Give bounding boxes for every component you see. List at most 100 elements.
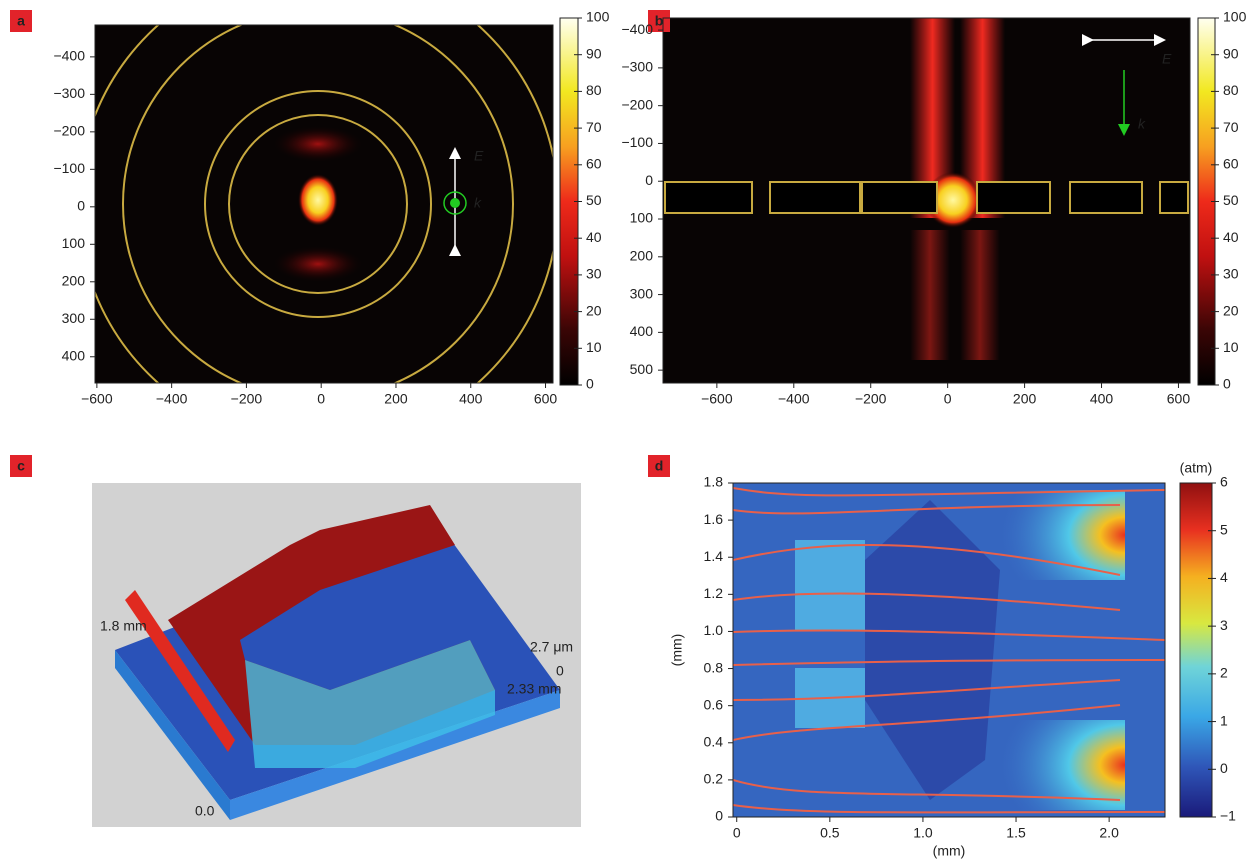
- annotation: 2.7 μm: [530, 639, 573, 655]
- panel-label: d: [655, 458, 664, 474]
- colorbar-tick-label: 0: [1220, 760, 1228, 776]
- y-tick-label: 1.4: [704, 548, 724, 564]
- colorbar-tick-label: 6: [1220, 474, 1228, 490]
- x-tick-label: 2.0: [1099, 825, 1119, 841]
- colorbar-tick-label: 30: [586, 266, 602, 282]
- y-tick-label: 1.0: [704, 622, 724, 638]
- y-tick-label: 500: [630, 361, 654, 377]
- colorbar-tick-label: 90: [1223, 45, 1239, 61]
- colorbar: [1180, 483, 1212, 817]
- colorbar-tick-label: 10: [1223, 339, 1239, 355]
- x-tick-label: 400: [1090, 391, 1114, 407]
- x-tick-label: 1.5: [1006, 825, 1026, 841]
- x-tick-label: 0: [944, 391, 952, 407]
- y-tick-label: −300: [621, 59, 653, 75]
- figure: a−600−400−2000200400600−400−300−200−1000…: [0, 0, 1247, 862]
- x-tick-label: −600: [81, 391, 113, 407]
- annotation: 0: [556, 663, 564, 679]
- y-tick-label: −100: [53, 160, 85, 176]
- x-tick-label: −400: [778, 391, 810, 407]
- x-tick-label: 0: [317, 391, 325, 407]
- x-tick-label: 400: [459, 391, 483, 407]
- heatmap-d: [733, 483, 1165, 817]
- y-tick-label: 0.6: [704, 696, 724, 712]
- colorbar-tick-label: −1: [1220, 808, 1236, 824]
- annotation: k: [1138, 116, 1146, 132]
- y-tick-label: 300: [62, 310, 86, 326]
- colorbar-tick-label: 100: [586, 9, 610, 25]
- colorbar-tick-label: 0: [1223, 376, 1231, 392]
- colorbar-tick-label: 60: [1223, 156, 1239, 172]
- y-tick-label: 400: [630, 323, 654, 339]
- x-tick-label: −200: [231, 391, 263, 407]
- colorbar-tick-label: 60: [586, 156, 602, 172]
- y-tick-label: 0: [645, 172, 653, 188]
- surface-render: [92, 483, 581, 827]
- y-tick-label: −400: [53, 48, 85, 64]
- y-tick-label: −200: [621, 96, 653, 112]
- colorbar-tick-label: 100: [1223, 9, 1247, 25]
- annotation: E: [1162, 51, 1172, 67]
- y-tick-label: −200: [53, 123, 85, 139]
- x-tick-label: 0.5: [820, 825, 840, 841]
- colorbar-label: (atm): [1180, 460, 1213, 476]
- y-tick-label: 100: [62, 235, 86, 251]
- colorbar-tick-label: 30: [1223, 266, 1239, 282]
- colorbar-tick-label: 40: [586, 229, 602, 245]
- annotation: k: [474, 195, 482, 211]
- annotation: 0.0: [195, 803, 215, 819]
- x-tick-label: −400: [156, 391, 188, 407]
- colorbar-tick-label: 2: [1220, 665, 1228, 681]
- colorbar-tick-label: 5: [1220, 521, 1228, 537]
- x-tick-label: 200: [1013, 391, 1037, 407]
- x-tick-label: −200: [855, 391, 887, 407]
- y-tick-label: 300: [630, 285, 654, 301]
- y-tick-label: 400: [62, 347, 86, 363]
- y-tick-label: 0: [77, 198, 85, 214]
- panel-label: c: [17, 458, 25, 474]
- x-tick-label: 200: [384, 391, 408, 407]
- colorbar-tick-label: 20: [586, 302, 602, 318]
- y-tick-label: 0.4: [704, 733, 724, 749]
- colorbar-tick-label: 80: [586, 82, 602, 98]
- colorbar-tick-label: 50: [586, 192, 602, 208]
- x-axis-label: (mm): [933, 843, 966, 859]
- colorbar-tick-label: 70: [586, 119, 602, 135]
- x-tick-label: 600: [1167, 391, 1191, 407]
- y-tick-label: 1.2: [704, 585, 724, 601]
- annotation: 2.33 mm: [507, 681, 561, 697]
- y-tick-label: 100: [630, 210, 654, 226]
- colorbar-tick-label: 1: [1220, 712, 1228, 728]
- annotation: 1.8 mm: [100, 618, 147, 634]
- y-tick-label: 200: [62, 272, 86, 288]
- panel-label: b: [655, 13, 664, 29]
- colorbar-tick-label: 80: [1223, 82, 1239, 98]
- colorbar-tick-label: 20: [1223, 302, 1239, 318]
- colorbar-tick-label: 3: [1220, 617, 1228, 633]
- colorbar-tick-label: 4: [1220, 569, 1228, 585]
- colorbar-tick-label: 90: [586, 45, 602, 61]
- x-tick-label: 0: [733, 825, 741, 841]
- x-tick-label: 600: [534, 391, 558, 407]
- y-tick-label: 200: [630, 248, 654, 264]
- panel-label: a: [17, 13, 25, 29]
- y-tick-label: 0.2: [704, 771, 724, 787]
- x-tick-label: 1.0: [913, 825, 933, 841]
- y-tick-label: 0: [715, 808, 723, 824]
- y-tick-label: −400: [621, 21, 653, 37]
- colorbar-tick-label: 0: [586, 376, 594, 392]
- colorbar-tick-label: 50: [1223, 192, 1239, 208]
- colorbar-tick-label: 10: [586, 339, 602, 355]
- colorbar-tick-label: 70: [1223, 119, 1239, 135]
- annotation: E: [474, 148, 484, 164]
- y-tick-label: 1.8: [704, 474, 724, 490]
- heatmap-a: [18, 0, 618, 504]
- y-tick-label: −100: [621, 134, 653, 150]
- colorbar-tick-label: 40: [1223, 229, 1239, 245]
- y-tick-label: 0.8: [704, 659, 724, 675]
- y-tick-label: −300: [53, 85, 85, 101]
- y-tick-label: 1.6: [704, 511, 724, 527]
- heatmap-b: [663, 18, 1190, 383]
- y-axis-label: (mm): [669, 634, 685, 667]
- x-tick-label: −600: [701, 391, 733, 407]
